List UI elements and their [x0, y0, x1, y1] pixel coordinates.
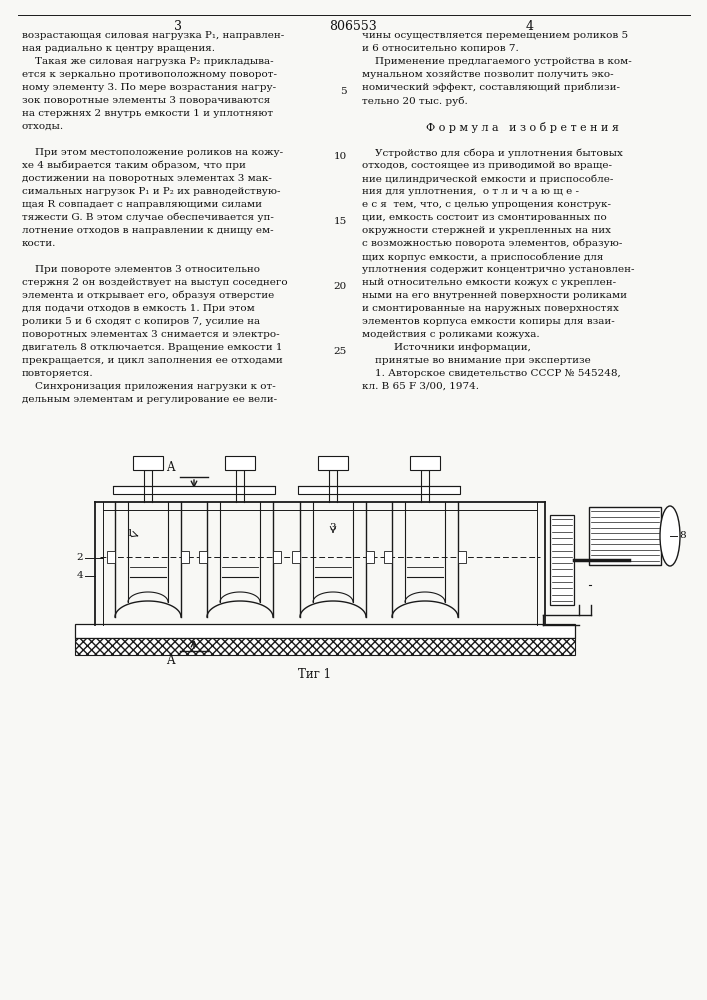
Text: 2: 2 [76, 554, 83, 562]
Text: возрастающая силовая нагрузка P₁, направлен-: возрастающая силовая нагрузка P₁, направ… [22, 31, 284, 40]
Text: модействия с роликами кожуха.: модействия с роликами кожуха. [362, 330, 539, 339]
Text: ции, емкость состоит из смонтированных по: ции, емкость состоит из смонтированных п… [362, 213, 607, 222]
Bar [113, 486, 275, 494]
Bar [410, 456, 440, 470]
Text: 5: 5 [340, 87, 347, 96]
Bar [298, 486, 460, 494]
Text: 4: 4 [76, 572, 83, 580]
Text: дельным элементам и регулирование ее вели-: дельным элементам и регулирование ее вел… [22, 395, 277, 404]
Text: мунальном хозяйстве позволит получить эко-: мунальном хозяйстве позволит получить эк… [362, 70, 614, 79]
Text: ная радиально к центру вращения.: ная радиально к центру вращения. [22, 44, 215, 53]
Text: Применение предлагаемого устройства в ком-: Применение предлагаемого устройства в ко… [362, 57, 632, 66]
Bar [133, 456, 163, 470]
Text: для подачи отходов в емкость 1. При этом: для подачи отходов в емкость 1. При этом [22, 304, 255, 313]
Text: При этом местоположение роликов на кожу-: При этом местоположение роликов на кожу- [22, 148, 283, 157]
Bar [589, 507, 661, 565]
Text: достижении на поворотных элементах 3 мак-: достижении на поворотных элементах 3 мак… [22, 174, 272, 183]
Text: чины осуществляется перемещением роликов 5: чины осуществляется перемещением роликов… [362, 31, 628, 40]
Text: окружности стержней и укрепленных на них: окружности стержней и укрепленных на них [362, 226, 611, 235]
Text: Синхронизация приложения нагрузки к от-: Синхронизация приложения нагрузки к от- [22, 382, 276, 391]
Text: Устройство для сбора и уплотнения бытовых: Устройство для сбора и уплотнения бытовы… [362, 148, 623, 157]
Text: Ф о р м у л а   и з о б р е т е н и я: Ф о р м у л а и з о б р е т е н и я [426, 122, 619, 133]
Text: прекращается, и цикл заполнения ее отходами: прекращается, и цикл заполнения ее отход… [22, 356, 283, 365]
Text: ными на его внутренней поверхности роликами: ными на его внутренней поверхности ролик… [362, 291, 627, 300]
Text: принятые во внимание при экспертизе: принятые во внимание при экспертизе [362, 356, 591, 365]
Text: Источники информации,: Источники информации, [394, 343, 530, 352]
Text: 4: 4 [526, 20, 534, 33]
Bar [225, 456, 255, 470]
Text: 15: 15 [334, 217, 347, 226]
Text: щих корпус емкости, а приспособление для: щих корпус емкости, а приспособление для [362, 252, 603, 261]
Text: 806553: 806553 [329, 20, 377, 33]
Text: на стержнях 2 внутрь емкости 1 и уплотняют: на стержнях 2 внутрь емкости 1 и уплотня… [22, 109, 273, 118]
Text: 25: 25 [334, 347, 347, 356]
Text: ния для уплотнения,  о т л и ч а ю щ е -: ния для уплотнения, о т л и ч а ю щ е - [362, 187, 579, 196]
Text: Τиг 1: Τиг 1 [298, 668, 332, 681]
Text: тельно 20 тыс. руб.: тельно 20 тыс. руб. [362, 96, 468, 105]
Text: лотнение отходов в направлении к днищу ем-: лотнение отходов в направлении к днищу е… [22, 226, 274, 235]
Text: и смонтированные на наружных поверхностях: и смонтированные на наружных поверхностя… [362, 304, 619, 313]
Ellipse shape [660, 506, 680, 566]
Text: Такая же силовая нагрузка P₂ прикладыва-: Такая же силовая нагрузка P₂ прикладыва- [22, 57, 274, 66]
Text: и 6 относительно копиров 7.: и 6 относительно копиров 7. [362, 44, 519, 53]
Text: 1: 1 [127, 530, 133, 538]
Text: щая R совпадает с направляющими силами: щая R совпадает с направляющими силами [22, 200, 262, 209]
Bar [292, 551, 300, 563]
Text: ный относительно емкости кожух с укреплен-: ный относительно емкости кожух с укрепле… [362, 278, 616, 287]
Bar [199, 551, 207, 563]
Text: отходы.: отходы. [22, 122, 64, 131]
Text: ному элементу 3. По мере возрастания нагру-: ному элементу 3. По мере возрастания наг… [22, 83, 276, 92]
Text: кл. В 65 F 3/00, 1974.: кл. В 65 F 3/00, 1974. [362, 382, 479, 391]
Bar [75, 624, 575, 638]
Bar [384, 551, 392, 563]
Text: 1. Авторское свидетельство СССР № 545248,: 1. Авторское свидетельство СССР № 545248… [362, 369, 621, 378]
Bar [181, 551, 189, 563]
Text: При повороте элементов 3 относительно: При повороте элементов 3 относительно [22, 265, 260, 274]
Text: симальных нагрузок P₁ и P₂ их равнодействую-: симальных нагрузок P₁ и P₂ их равнодейст… [22, 187, 281, 196]
Bar [366, 551, 374, 563]
Text: ние цилиндрической емкости и приспособле-: ние цилиндрической емкости и приспособле… [362, 174, 614, 184]
Text: поворотных элементах 3 снимается и электро-: поворотных элементах 3 снимается и элект… [22, 330, 280, 339]
Text: 3: 3 [174, 20, 182, 33]
Bar [273, 551, 281, 563]
Text: 3: 3 [329, 522, 337, 532]
Text: ется к зеркально противоположному поворот-: ется к зеркально противоположному поворо… [22, 70, 277, 79]
Text: 8: 8 [679, 532, 686, 540]
Text: повторяется.: повторяется. [22, 369, 93, 378]
Text: 20: 20 [334, 282, 347, 291]
Text: элемента и открывает его, образуя отверстие: элемента и открывает его, образуя отверс… [22, 291, 274, 300]
Text: номический эффект, составляющий приблизи-: номический эффект, составляющий приблизи… [362, 83, 620, 93]
Bar [550, 515, 574, 605]
Text: стержня 2 он воздействует на выступ соседнего: стержня 2 он воздействует на выступ сосе… [22, 278, 288, 287]
Text: зок поворотные элементы 3 поворачиваются: зок поворотные элементы 3 поворачиваются [22, 96, 270, 105]
Bar [107, 551, 115, 563]
Text: A: A [167, 654, 175, 667]
Bar [75, 638, 575, 655]
Text: уплотнения содержит концентрично установлен-: уплотнения содержит концентрично установ… [362, 265, 634, 274]
Text: элементов корпуса емкости копиры для взаи-: элементов корпуса емкости копиры для вза… [362, 317, 615, 326]
Text: кости.: кости. [22, 239, 57, 248]
Text: отходов, состоящее из приводимой во враще-: отходов, состоящее из приводимой во вращ… [362, 161, 612, 170]
Text: 10: 10 [334, 152, 347, 161]
Text: с возможностью поворота элементов, образую-: с возможностью поворота элементов, образ… [362, 239, 622, 248]
Text: двигатель 8 отключается. Вращение емкости 1: двигатель 8 отключается. Вращение емкост… [22, 343, 283, 352]
Text: A: A [167, 461, 175, 474]
Text: хе 4 выбирается таким образом, что при: хе 4 выбирается таким образом, что при [22, 161, 246, 170]
Text: ролики 5 и 6 сходят с копиров 7, усилие на: ролики 5 и 6 сходят с копиров 7, усилие … [22, 317, 260, 326]
Text: е с я  тем, что, с целью упрощения конструк-: е с я тем, что, с целью упрощения констр… [362, 200, 611, 209]
Text: тяжести G. В этом случае обеспечивается уп-: тяжести G. В этом случае обеспечивается … [22, 213, 274, 223]
Bar [458, 551, 466, 563]
Bar [318, 456, 348, 470]
